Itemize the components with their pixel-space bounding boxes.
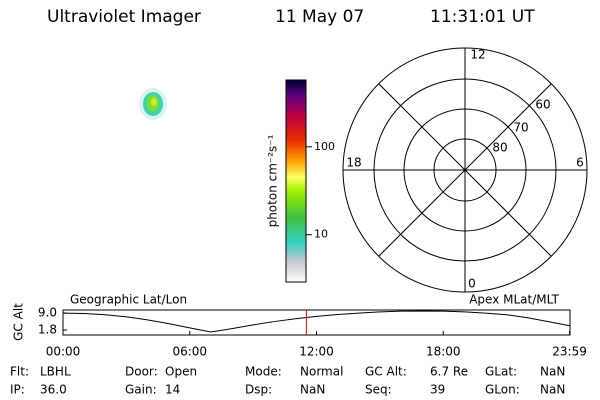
info-label: Gain: — [125, 383, 157, 397]
info-value: Normal — [300, 365, 343, 379]
date: 11 May 07 — [275, 7, 364, 27]
y-tick-label: 1.8 — [38, 323, 57, 337]
annotation: Geographic Lat/Lon — [70, 293, 187, 307]
mlt-label: 18 — [346, 156, 361, 170]
info-value: LBHL — [40, 365, 71, 379]
x-tick-label: 12:00 — [299, 345, 334, 359]
altitude-line — [62, 310, 571, 333]
colorbar-tick-label: 100 — [314, 140, 335, 153]
info-label: Door: — [125, 365, 158, 379]
info-label: Dsp: — [245, 383, 272, 397]
info-label: GLat: — [485, 365, 517, 379]
mlat-label: 70 — [513, 121, 528, 135]
mlt-label: 12 — [470, 48, 485, 62]
mlat-label: 60 — [535, 98, 550, 112]
info-value: 36.0 — [40, 383, 67, 397]
aurora-image — [139, 88, 167, 120]
info-value: Open — [165, 365, 197, 379]
info-value: NaN — [300, 383, 325, 397]
info-label: Mode: — [245, 365, 282, 379]
x-tick-label: 06:00 — [172, 345, 207, 359]
title: Ultraviolet Imager — [47, 7, 201, 27]
polar-grid — [342, 47, 588, 293]
info-value: 14 — [165, 383, 180, 397]
info-label: Flt: — [10, 365, 29, 379]
colorbar-tick-label: 10 — [314, 228, 328, 241]
info-label: GC Alt: — [365, 365, 407, 379]
x-tick-label: 00:00 — [46, 345, 81, 359]
info-value: 6.7 Re — [430, 365, 468, 379]
annotation: Apex MLat/MLT — [469, 293, 559, 307]
info-value: NaN — [540, 383, 565, 397]
info-label: GLon: — [485, 383, 520, 397]
info-value: NaN — [540, 365, 565, 379]
y-tick-label: 9.0 — [38, 306, 57, 320]
y-axis-label: GC Alt — [12, 303, 26, 341]
info-label: Seq: — [365, 383, 392, 397]
x-tick-label: 23:59 — [552, 345, 587, 359]
colorbar-label: photon cm⁻²s⁻¹ — [266, 134, 280, 227]
mlt-label: 6 — [576, 156, 584, 170]
mlt-label: 0 — [468, 277, 476, 291]
colorbar — [285, 79, 307, 283]
mlat-label: 80 — [492, 141, 507, 155]
info-value: 39 — [430, 383, 445, 397]
time: 11:31:01 UT — [430, 7, 535, 27]
info-label: IP: — [10, 383, 25, 397]
x-tick-label: 18:00 — [426, 345, 461, 359]
